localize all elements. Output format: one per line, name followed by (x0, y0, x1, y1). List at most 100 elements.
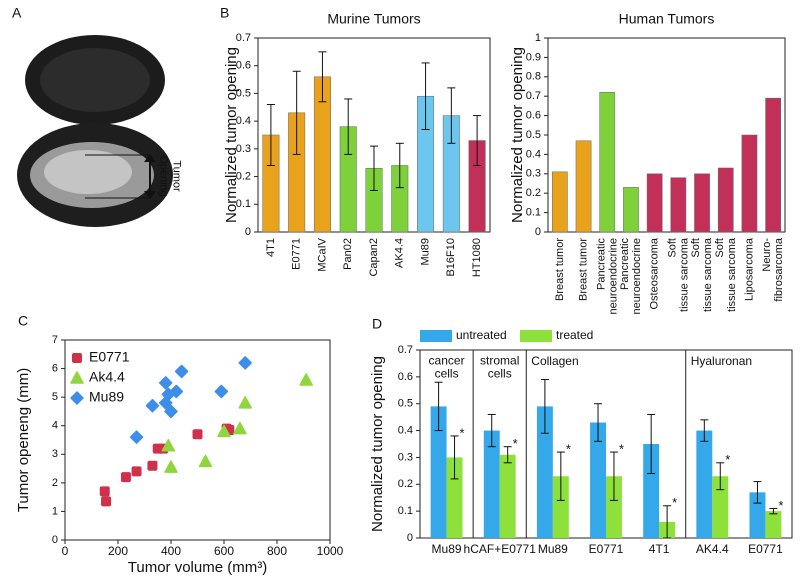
point (145, 398, 160, 413)
y-axis-label: Tumor openeng (mm) (15, 368, 32, 513)
bar (623, 187, 639, 233)
legend-swatch (420, 330, 452, 342)
x-tick-label: Softtissue sarcoma (666, 237, 690, 312)
y-tick-label: 0.7 (236, 32, 251, 44)
point (120, 472, 131, 483)
error-bar (556, 451, 565, 501)
error-bar (473, 115, 482, 166)
point (198, 454, 213, 468)
y-tick-label: 0.6 (398, 371, 413, 383)
x-tick-label: Breast tumor (554, 238, 566, 301)
bar (483, 430, 500, 538)
bar (599, 92, 616, 233)
chart-title: Human Tumors (619, 11, 715, 27)
group-label: Collagen (531, 354, 578, 368)
x-tick-label: Softtissue sarcoma (690, 237, 714, 312)
y-tick-label: 1 (52, 505, 58, 517)
point (214, 384, 229, 399)
significance-mark: * (619, 441, 624, 456)
x-tick-label: Mu89 (538, 542, 568, 556)
legend-label: Mu89 (89, 389, 124, 405)
bar (606, 476, 622, 538)
y-tick-label: 0.4 (526, 148, 541, 160)
bar (765, 511, 782, 538)
x-tick-label: Softtissue sarcoma (714, 237, 738, 312)
x-tick-label: 200 (108, 544, 128, 558)
significance-mark: * (566, 441, 571, 456)
bar (552, 171, 568, 233)
significance-mark: * (460, 425, 465, 440)
error-bar (594, 403, 603, 442)
error-bar (716, 462, 725, 491)
bar (646, 173, 663, 233)
plot-frame (64, 339, 331, 541)
point (131, 466, 142, 477)
point (192, 429, 203, 440)
point (158, 376, 173, 390)
point (238, 396, 252, 409)
x-tick-label: Liposarcoma (743, 237, 755, 301)
x-axis-label: Tumor volume (mm³) (128, 559, 267, 576)
x-tick-label: E0771 (291, 238, 303, 270)
x-tick-label: Pancreaticneuroendocrine (595, 238, 619, 315)
x-tick-label: Mu89 (419, 238, 431, 266)
error-bar (769, 507, 778, 515)
y-tick-label: 0 (52, 534, 58, 546)
error-bar (395, 142, 404, 189)
bar (552, 476, 569, 538)
error-bar (447, 87, 456, 144)
y-tick-label: 0.6 (236, 60, 251, 72)
y-tick-label: 0 (535, 226, 541, 238)
y-tick-label: 0 (407, 532, 413, 544)
y-axis-label: Normalized tumor opening (223, 47, 240, 223)
x-tick-label: Breast tumor (577, 238, 589, 301)
y-tick-label: 0.2 (398, 478, 413, 490)
bar (670, 177, 687, 233)
x-tick-label: 600 (214, 544, 234, 558)
y-axis-label: Normalized tumor opening (369, 356, 386, 532)
x-tick-label: Pan02 (342, 238, 354, 270)
bar (696, 430, 713, 538)
group-label: cancer cells (429, 354, 465, 381)
y-tick-label: 0.3 (236, 143, 251, 155)
x-tick-label: 400 (161, 544, 181, 558)
error-bar (370, 145, 378, 191)
y-tick-label: 0.7 (526, 90, 541, 102)
y-tick-label: 4 (52, 420, 58, 432)
point (129, 430, 144, 444)
point (147, 460, 158, 471)
bar (590, 422, 606, 538)
x-tick-label: MCaIV (316, 237, 328, 271)
y-axis-label: Normalized tumor opening (509, 47, 526, 223)
tumor-photo (17, 35, 173, 227)
panel-label: B (220, 5, 229, 21)
bar (694, 173, 710, 233)
x-tick-label: 4T1 (649, 542, 670, 556)
chart-title: Murine Tumors (327, 11, 420, 27)
y-tick-label: 0.8 (526, 71, 541, 83)
point (299, 373, 313, 386)
point (101, 496, 112, 507)
significance-mark: * (725, 452, 730, 467)
x-tick-label: B16F10 (445, 238, 457, 277)
bar (765, 97, 781, 233)
group-label: stromal cells (480, 354, 519, 381)
point (217, 424, 231, 438)
legend-swatch (72, 353, 82, 363)
error-bar (503, 446, 512, 464)
error-bar (292, 70, 301, 155)
error-bar (540, 379, 549, 434)
group-label: Hyaluronan (691, 354, 752, 368)
x-tick-label: hCAF+E0771 (464, 542, 537, 556)
legend-swatch (70, 371, 84, 384)
x-tick-label: Pancreaticneuroendocrine (619, 238, 643, 315)
x-tick-label: AK4.4 (696, 542, 729, 556)
error-bar (421, 62, 430, 130)
point (164, 460, 178, 473)
x-tick-label: 4T1 (265, 238, 277, 257)
panel-label: D (372, 316, 382, 332)
significance-mark: * (778, 498, 783, 513)
x-tick-label: AK4.4 (394, 238, 406, 268)
bar (446, 457, 463, 538)
legend-swatch (520, 330, 552, 342)
